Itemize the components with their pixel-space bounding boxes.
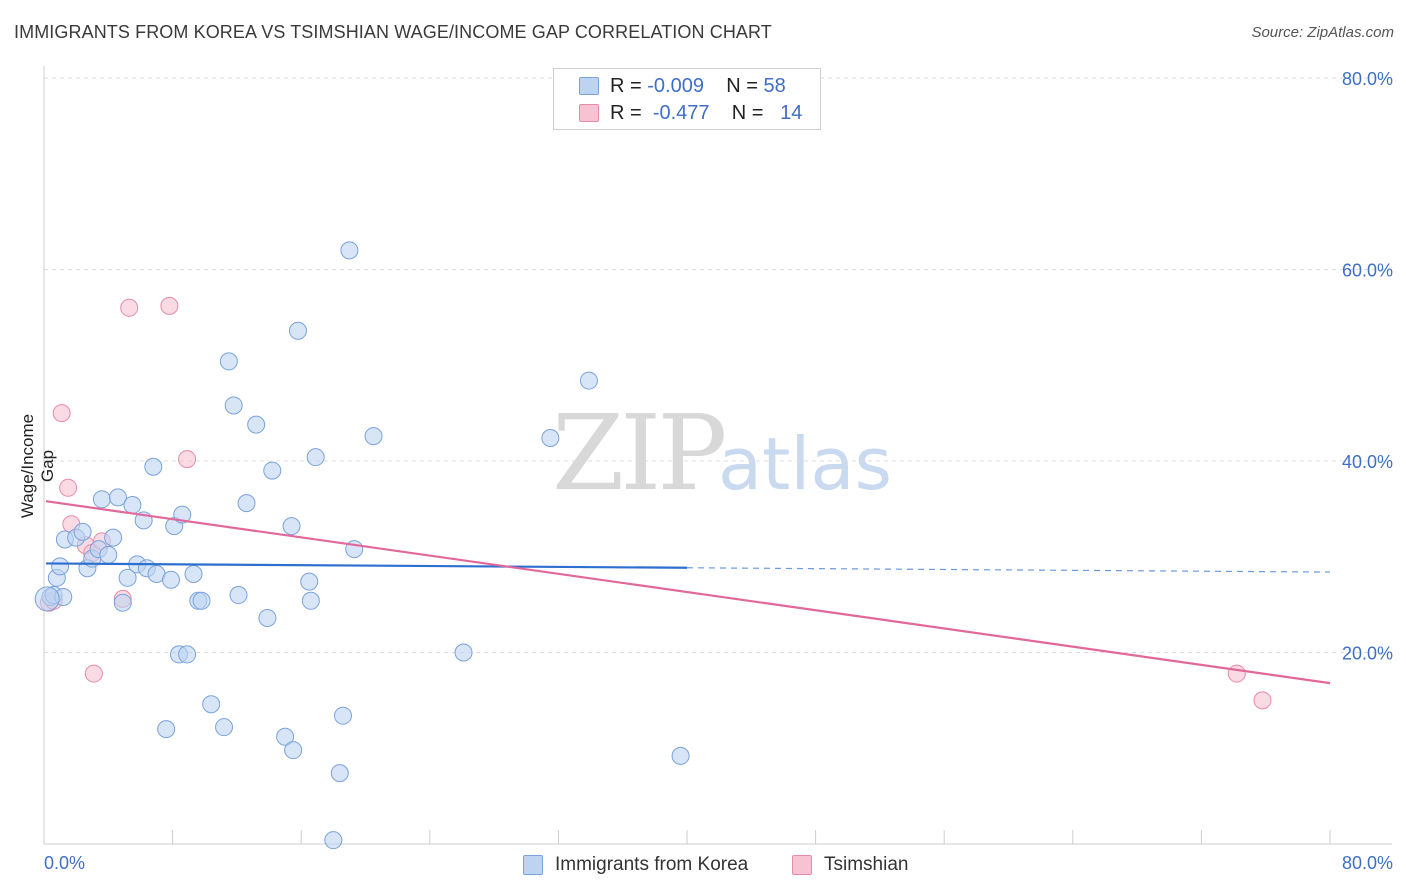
data-point-korea — [51, 557, 70, 576]
data-point-korea — [306, 448, 325, 467]
data-point-korea — [301, 591, 320, 610]
data-point-korea — [184, 564, 203, 583]
data-point-korea — [219, 352, 238, 371]
data-point-tsimshian — [52, 404, 71, 423]
legend-swatch-korea — [523, 855, 543, 875]
data-point-korea — [224, 396, 243, 415]
legend-item-tsimshian[interactable]: Tsimshian — [792, 852, 908, 878]
data-point-korea — [237, 494, 256, 513]
data-point-korea — [340, 241, 359, 260]
data-point-tsimshian — [59, 478, 78, 497]
data-point-korea — [99, 545, 118, 564]
data-point-korea — [118, 568, 137, 587]
data-point-korea — [202, 695, 221, 714]
data-point-korea — [364, 427, 383, 446]
series-legend: Immigrants from Korea Tsimshian — [0, 852, 1406, 878]
x-tick-label: 0.0% — [44, 853, 85, 873]
chart-title: IMMIGRANTS FROM KOREA VS TSIMSHIAN WAGE/… — [14, 22, 772, 42]
data-point-korea — [108, 488, 127, 507]
data-point-korea — [284, 741, 303, 760]
data-point-korea — [104, 528, 123, 547]
correlation-legend: R = -0.009 N = 58 R = -0.477 N = 14 — [553, 68, 821, 130]
legend-r-label: R = — [610, 101, 648, 124]
data-point-korea — [178, 645, 197, 664]
legend-r-value-tsimshian: -0.477 — [652, 101, 710, 124]
data-point-korea — [161, 570, 180, 589]
trendline-korea-extension — [686, 567, 1331, 573]
data-point-korea — [333, 706, 352, 725]
legend-n-value-korea: 58 — [763, 74, 786, 97]
data-point-korea — [229, 586, 248, 605]
data-point-korea — [144, 457, 163, 476]
legend-label-korea: Immigrants from Korea — [555, 854, 749, 875]
data-point-korea — [113, 593, 132, 612]
legend-r-value-korea: -0.009 — [647, 74, 704, 97]
source-label: Source: ZipAtlas.com — [1251, 24, 1394, 41]
x-tick-label: 80.0% — [1342, 853, 1393, 873]
data-point-korea — [300, 572, 319, 591]
data-point-korea — [258, 609, 277, 628]
data-point-korea — [247, 415, 266, 434]
data-point-korea — [324, 831, 343, 850]
data-point-tsimshian — [160, 296, 179, 315]
data-point-korea — [215, 718, 234, 737]
data-point-tsimshian — [84, 664, 103, 683]
data-point-korea — [579, 371, 598, 390]
data-point-korea — [157, 720, 176, 739]
data-point-korea — [34, 586, 60, 612]
data-point-korea — [671, 746, 690, 765]
legend-n-label: N = — [731, 101, 770, 124]
legend-swatch-tsimshian — [792, 855, 812, 875]
legend-n-value-tsimshian: 14 — [780, 101, 803, 124]
legend-n-label: N = — [726, 74, 764, 97]
data-point-korea — [276, 727, 295, 746]
y-tick-label: 60.0% — [1342, 261, 1393, 281]
data-point-korea — [123, 496, 142, 515]
data-point-korea — [73, 522, 92, 541]
data-point-korea — [330, 764, 349, 783]
data-point-korea — [282, 517, 301, 536]
data-point-korea — [92, 490, 111, 509]
y-axis-label: Wage/Income Gap — [18, 413, 57, 519]
trendline-tsimshian — [45, 500, 1331, 685]
data-point-tsimshian — [1227, 664, 1246, 683]
data-point-tsimshian — [178, 450, 197, 469]
watermark-zip: ZIP — [552, 392, 727, 514]
y-tick-label: 20.0% — [1342, 644, 1393, 664]
legend-swatch-tsimshian — [579, 104, 599, 122]
data-point-korea — [541, 429, 560, 448]
data-point-tsimshian — [120, 298, 139, 317]
data-point-korea — [263, 461, 282, 480]
data-point-korea — [288, 321, 307, 340]
data-point-tsimshian — [1253, 691, 1272, 710]
legend-r-label: R = — [610, 74, 648, 97]
watermark-atlas: atlas — [718, 422, 892, 506]
data-point-korea — [454, 643, 473, 662]
y-tick-label: 80.0% — [1342, 69, 1393, 89]
legend-label-tsimshian: Tsimshian — [824, 854, 909, 875]
data-point-korea — [192, 591, 211, 610]
trendline-korea — [45, 562, 688, 569]
legend-item-korea[interactable]: Immigrants from Korea — [523, 852, 748, 878]
y-tick-label: 40.0% — [1342, 452, 1393, 472]
legend-swatch-korea — [579, 77, 599, 95]
